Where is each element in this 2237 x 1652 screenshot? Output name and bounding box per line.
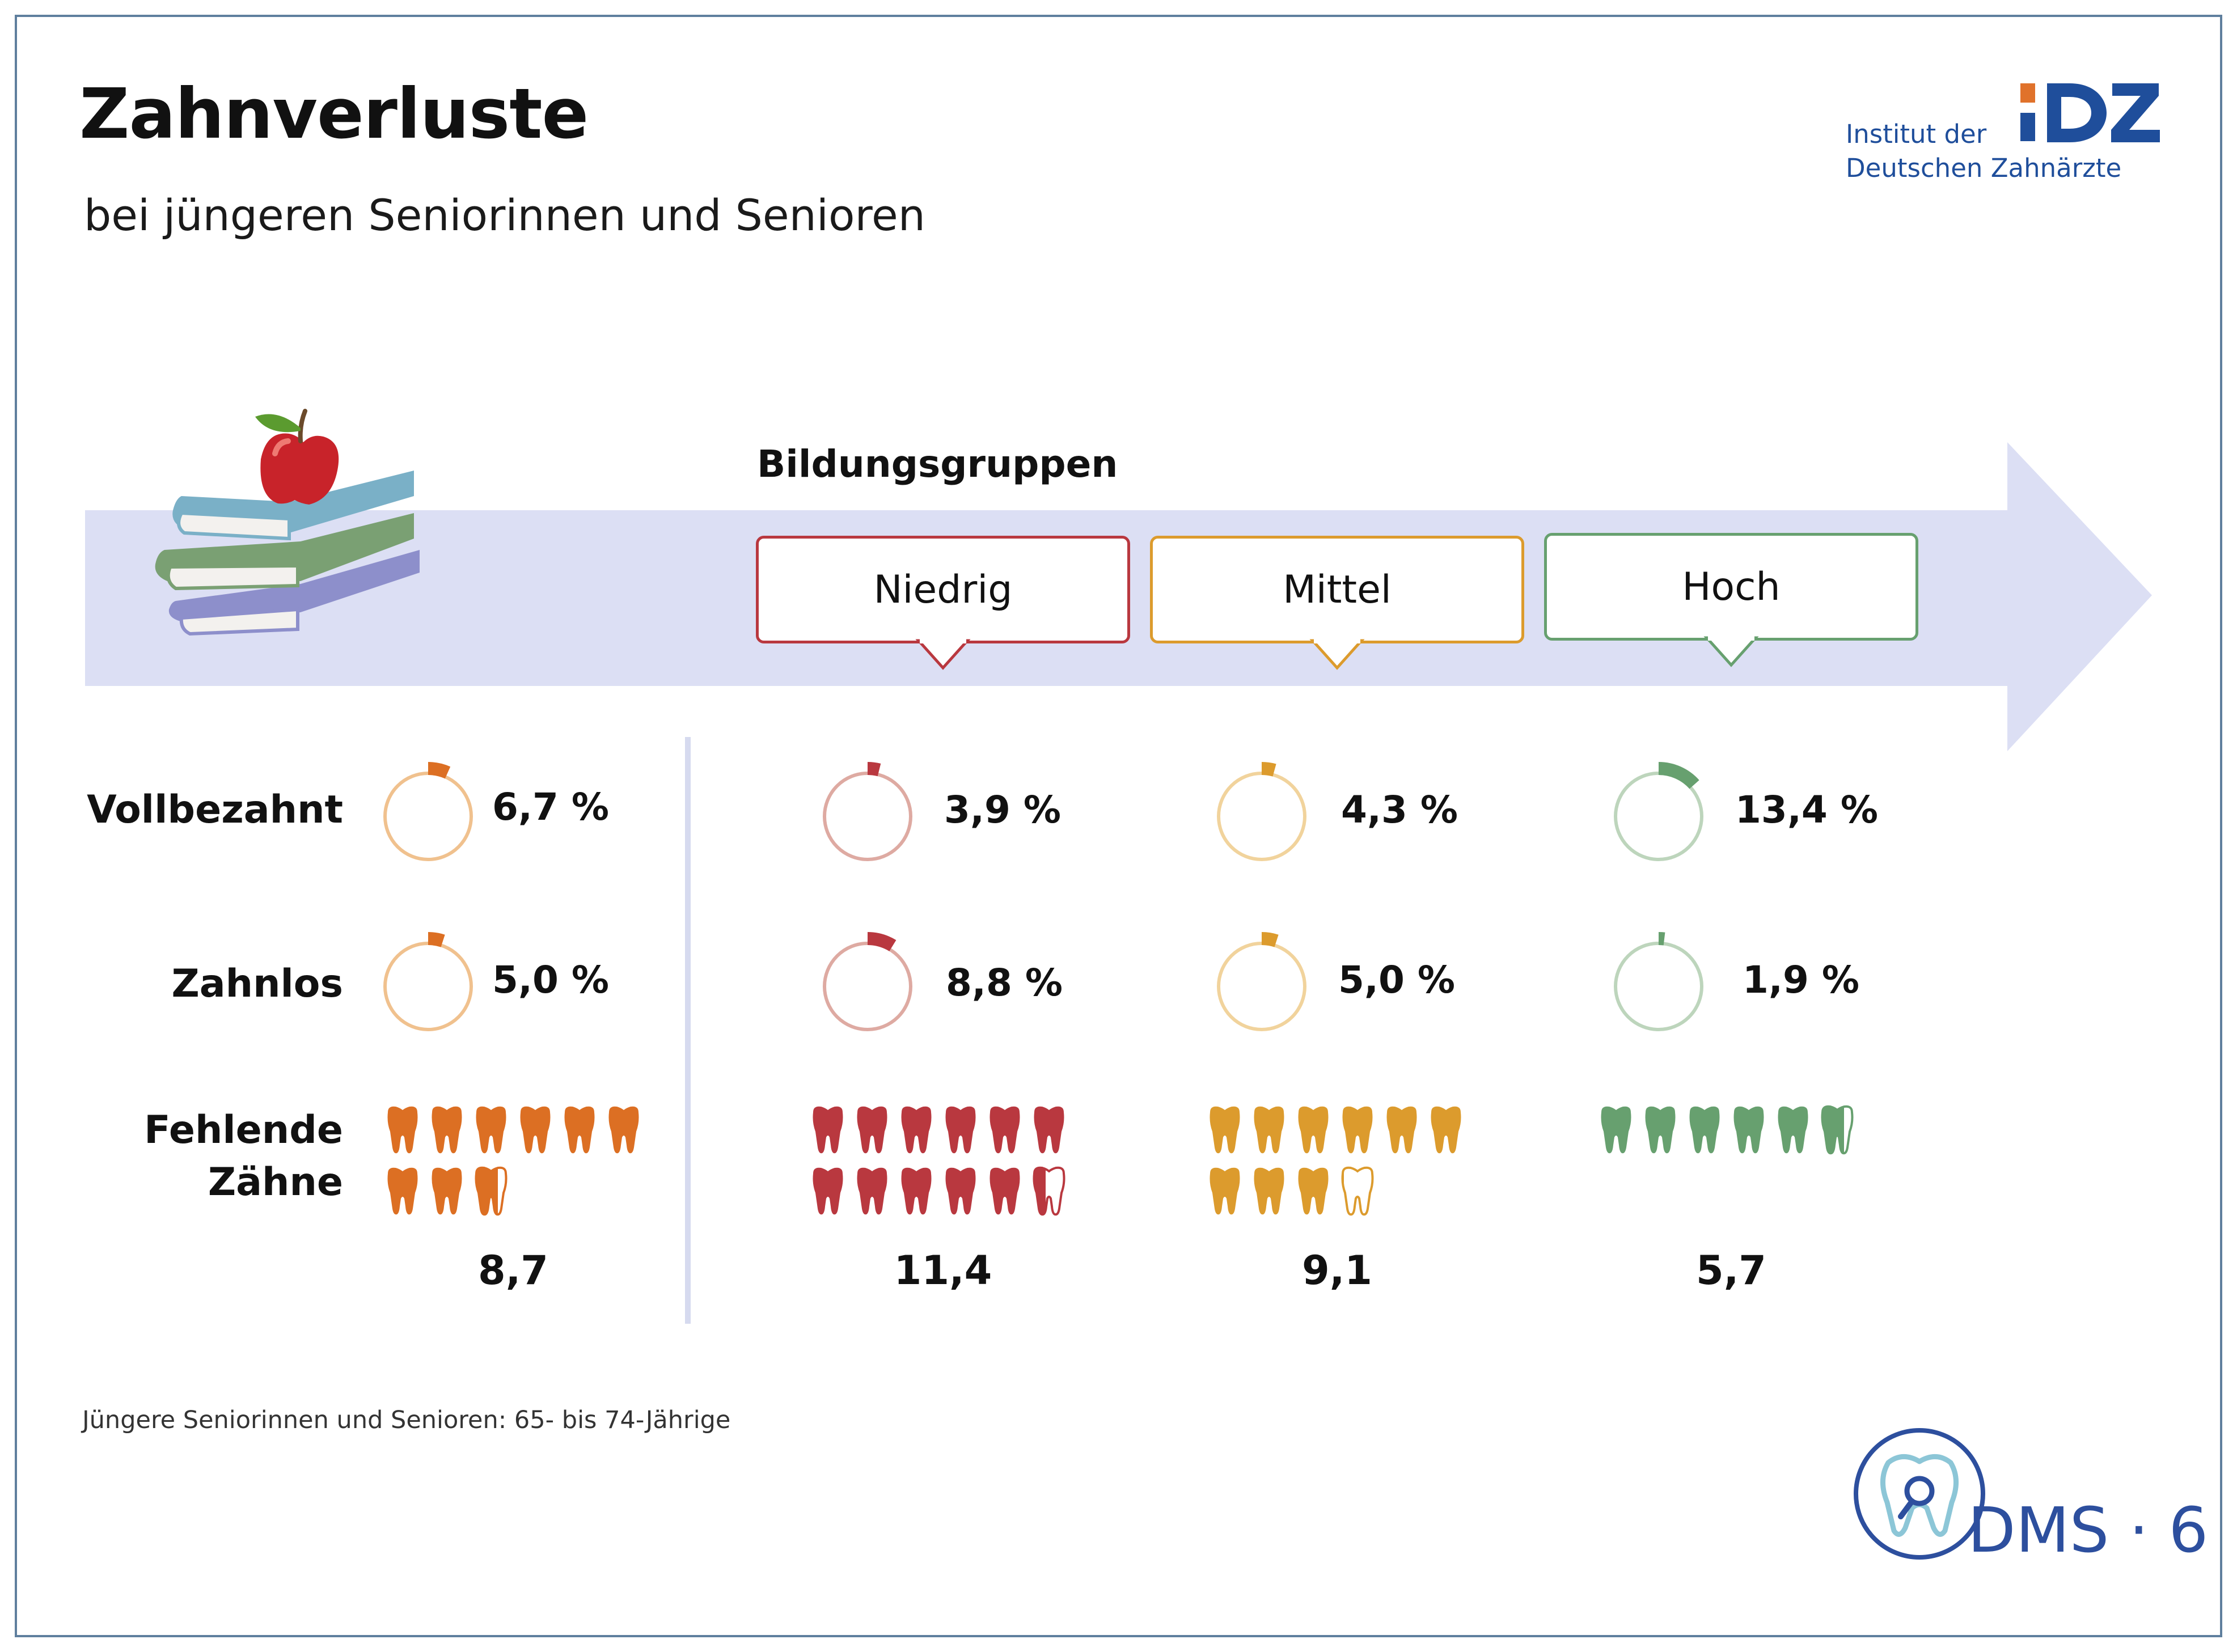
dms6-logo-text: DMS · 6 [1968,1494,2209,1566]
idz-mark-accent [2020,83,2035,103]
frame-border [15,15,2222,1637]
pct-zahnlos-mittel: 5,0 % [1338,958,1456,1002]
tooth-icon [387,1106,418,1154]
tooth-icon [1034,1106,1064,1154]
idz-logo-line2: Deutschen Zahnärzte [1846,153,2122,183]
tooth-icon [1431,1106,1461,1154]
row-label-vollbezahnt: Vollbezahnt [87,787,343,832]
idz-mark-i [2020,113,2035,141]
tooth-icon [432,1167,462,1215]
total-fehlende-mittel: 9,1 [1301,1247,1372,1294]
group-label-mittel: Mittel [1283,567,1392,612]
tooth-icon [901,1106,932,1154]
tooth-icon [813,1167,843,1215]
wedge-zahnlos-gesamt [428,932,445,947]
tooth-icon [1254,1167,1284,1215]
pct-vollbezahnt-mittel: 4,3 % [1341,788,1458,832]
pct-vollbezahnt-niedrig: 3,9 % [944,788,1062,832]
tooth-icon [813,1106,843,1154]
tooth-icon [432,1106,462,1154]
wedge-vollbezahnt-hoch [1659,762,1699,789]
total-fehlende-niedrig: 11,4 [894,1247,992,1294]
tooth-icon [520,1106,551,1154]
tooth-icon [1254,1106,1284,1154]
tooth-icon [1778,1106,1808,1154]
wedge-vollbezahnt-niedrig [868,762,881,777]
tooth-magnifier-icon [1854,1428,1985,1560]
footnote: Jüngere Seniorinnen und Senioren: 65- bi… [82,1406,731,1434]
pointer-niedrig-mask [920,638,966,643]
row-label-zahnlos: Zahnlos [171,961,343,1006]
tooth-icon [1821,1105,1854,1155]
tooth-icon [1733,1106,1764,1154]
tooth-icon [1342,1106,1373,1154]
tooth-icon [857,1167,887,1215]
tooth-icon [1645,1106,1676,1154]
pct-zahnlos-niedrig: 8,8 % [946,961,1063,1005]
tooth-icon [945,1106,976,1154]
idz-mark-z [2111,83,2160,142]
tooth-icon [1210,1167,1240,1215]
tooth-icon [989,1167,1020,1215]
tooth-icon [1298,1106,1329,1154]
wedge-vollbezahnt-mittel [1262,762,1276,777]
tooth-icon [387,1167,418,1215]
page-title: Zahnverluste [79,74,589,154]
tooth-icon [989,1106,1020,1154]
tooth-icon [1386,1106,1417,1154]
pct-zahnlos-gesamt: 5,0 % [492,958,610,1002]
pct-vollbezahnt-gesamt: 6,7 % [492,785,610,829]
page-subtitle: bei jüngeren Seniorinnen und Senioren [84,190,925,240]
group-box-mittel: Mittel [1150,536,1524,643]
tooth-icon [1298,1167,1329,1215]
axis-label: Bildungsgruppen [757,442,1118,486]
tooth-icon [476,1106,506,1154]
tooth-icon [564,1106,595,1154]
idz-logo-line1: Institut der [1846,119,1987,149]
pointer-hoch-mask [1708,635,1754,641]
books-with-apple-icon [155,409,420,636]
total-fehlende-gesamt: 8,7 [477,1247,548,1294]
wedge-vollbezahnt-gesamt [428,762,451,779]
wedge-zahnlos-mittel [1262,932,1279,947]
tooth-icon [945,1167,976,1215]
idz-mark-d [2047,83,2107,142]
group-label-hoch: Hoch [1682,564,1781,609]
tooth-icon [901,1167,932,1215]
row-label-fehlende-zaehne: Fehlende Zähne [144,1108,343,1205]
pointer-mittel-mask [1314,638,1360,643]
tooth-icon [857,1106,887,1154]
pct-vollbezahnt-hoch: 13,4 % [1735,788,1878,832]
tooth-icon [1341,1166,1374,1216]
tooth-icon [608,1106,639,1154]
idz-mark-icon [2020,83,2160,142]
tooth-icon [1210,1106,1240,1154]
group-label-niedrig: Niedrig [873,567,1013,612]
wedge-zahnlos-hoch [1659,932,1665,946]
tooth-icon [1689,1106,1720,1154]
pct-zahnlos-hoch: 1,9 % [1743,958,1860,1002]
tooth-icon [1033,1166,1065,1216]
tooth-icon [1601,1106,1631,1154]
tooth-icon [475,1166,508,1216]
total-fehlende-hoch: 5,7 [1695,1247,1766,1294]
wedge-zahnlos-niedrig [868,932,897,951]
